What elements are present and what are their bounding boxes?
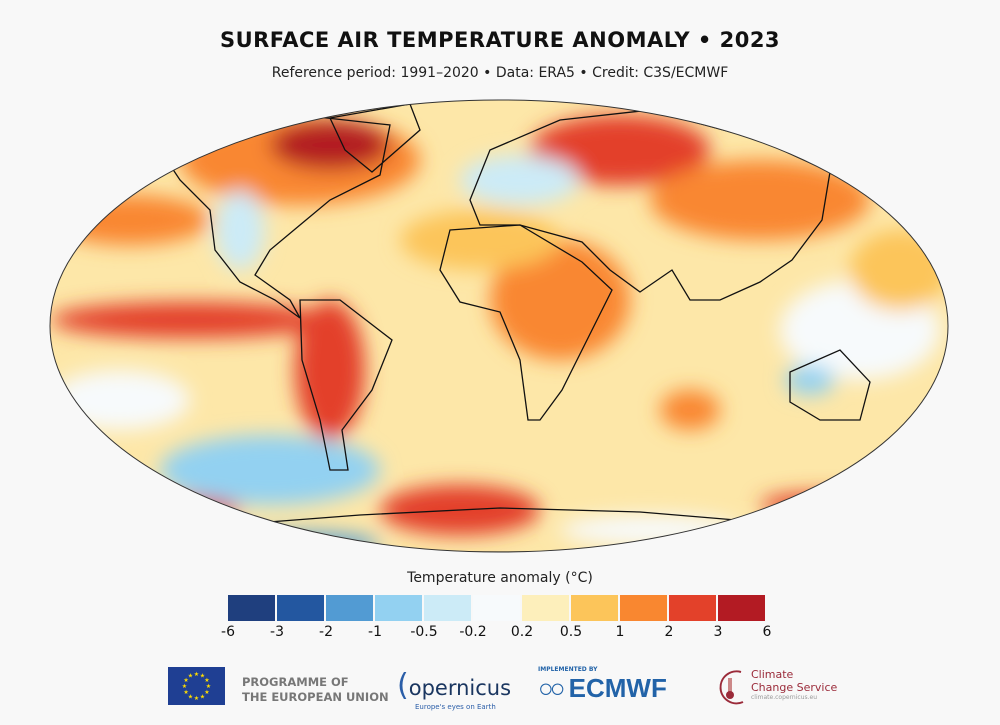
eu-programme-text: PROGRAMME OF THE EUROPEAN UNION: [242, 675, 389, 705]
colorbar-swatch: [473, 595, 520, 621]
star-icon: ★: [206, 683, 211, 690]
star-icon: ★: [188, 673, 193, 680]
colorbar-tick-label: 0.2: [510, 624, 534, 640]
coastlines: [158, 103, 871, 552]
colorbar-tick-label: -6: [221, 624, 235, 640]
eurasia-outline: [469, 109, 831, 301]
copernicus-wordmark: opernicus: [408, 676, 512, 700]
colorbar-tick-label: -2: [319, 624, 333, 640]
c3s-line2: Change Service: [751, 681, 838, 694]
colorbar-swatch: [277, 595, 324, 621]
africa-outline: [439, 224, 613, 421]
colorbar-tick-label: -0.5: [410, 624, 438, 640]
c3s-url: climate.copernicus.eu: [751, 694, 818, 701]
star-icon: ★: [183, 689, 188, 696]
eu-line1: PROGRAMME OF: [242, 675, 349, 689]
star-icon: ★: [194, 695, 199, 702]
eu-flag-logo: ★ ★ ★ ★ ★ ★ ★ ★ ★ ★ ★ ★: [168, 667, 225, 705]
antarctica-outline: [227, 507, 762, 552]
colorbar-swatch: [424, 595, 471, 621]
colorbar-tick-label: 1: [615, 624, 625, 640]
star-icon: ★: [188, 693, 193, 700]
colorbar-swatch: [620, 595, 667, 621]
star-icon: ★: [200, 693, 205, 700]
colorbar: [228, 595, 765, 621]
colorbar-tick-label: 2: [664, 624, 674, 640]
colorbar-tick-label: 3: [713, 624, 723, 640]
colorbar-tick-label: -3: [270, 624, 284, 640]
colorbar-tick-label: -1: [368, 624, 382, 640]
colorbar-tick-label: -0.2: [459, 624, 487, 640]
north-america-outline: [158, 114, 391, 319]
colorbar-swatch: [669, 595, 716, 621]
south-america-outline: [299, 299, 393, 471]
eu-line2: THE EUROPEAN UNION: [242, 690, 389, 704]
star-icon: ★: [204, 677, 209, 684]
copernicus-tagline: Europe's eyes on Earth: [415, 703, 496, 711]
star-icon: ★: [204, 689, 209, 696]
map-border: [49, 99, 949, 553]
colorbar-swatch: [522, 595, 569, 621]
implemented-by-label: IMPLEMENTED BY: [538, 666, 598, 673]
map-subtitle: Reference period: 1991–2020 • Data: ERA5…: [271, 65, 729, 81]
thermometer-icon: [719, 670, 744, 705]
ecmwf-wordmark: ECMWF: [568, 673, 667, 703]
star-icon: ★: [183, 677, 188, 684]
ecmwf-logo: IMPLEMENTED BY ○○ ECMWF: [538, 666, 667, 703]
colorbar-tick-label: 6: [762, 624, 772, 640]
colorbar-swatch: [228, 595, 275, 621]
colorbar-swatch: [326, 595, 373, 621]
anomaly-field: [50, 100, 948, 552]
colorbar-ticks: -6 -3 -2 -1 -0.5 -0.2 0.2 0.5 1 2 3 6: [221, 624, 772, 644]
map-title: SURFACE AIR TEMPERATURE ANOMALY • 2023: [219, 28, 781, 52]
star-icon: ★: [182, 683, 187, 690]
c3s-logo: Climate Change Service climate.copernicu…: [713, 668, 838, 705]
colorbar-swatch: [571, 595, 618, 621]
colorbar-tick-label: 0.5: [559, 624, 583, 640]
colorbar-title: Temperature anomaly (°C): [407, 570, 593, 586]
star-icon: ★: [200, 673, 205, 680]
c3s-line1: Climate: [751, 668, 794, 681]
colorbar-swatch: [375, 595, 422, 621]
star-icon: ★: [194, 671, 199, 678]
copernicus-logo: (opernicus Europe's eyes on Earth: [397, 668, 512, 711]
australia-outline: [789, 349, 871, 421]
colorbar-swatch: [718, 595, 765, 621]
world-map: [49, 99, 949, 553]
